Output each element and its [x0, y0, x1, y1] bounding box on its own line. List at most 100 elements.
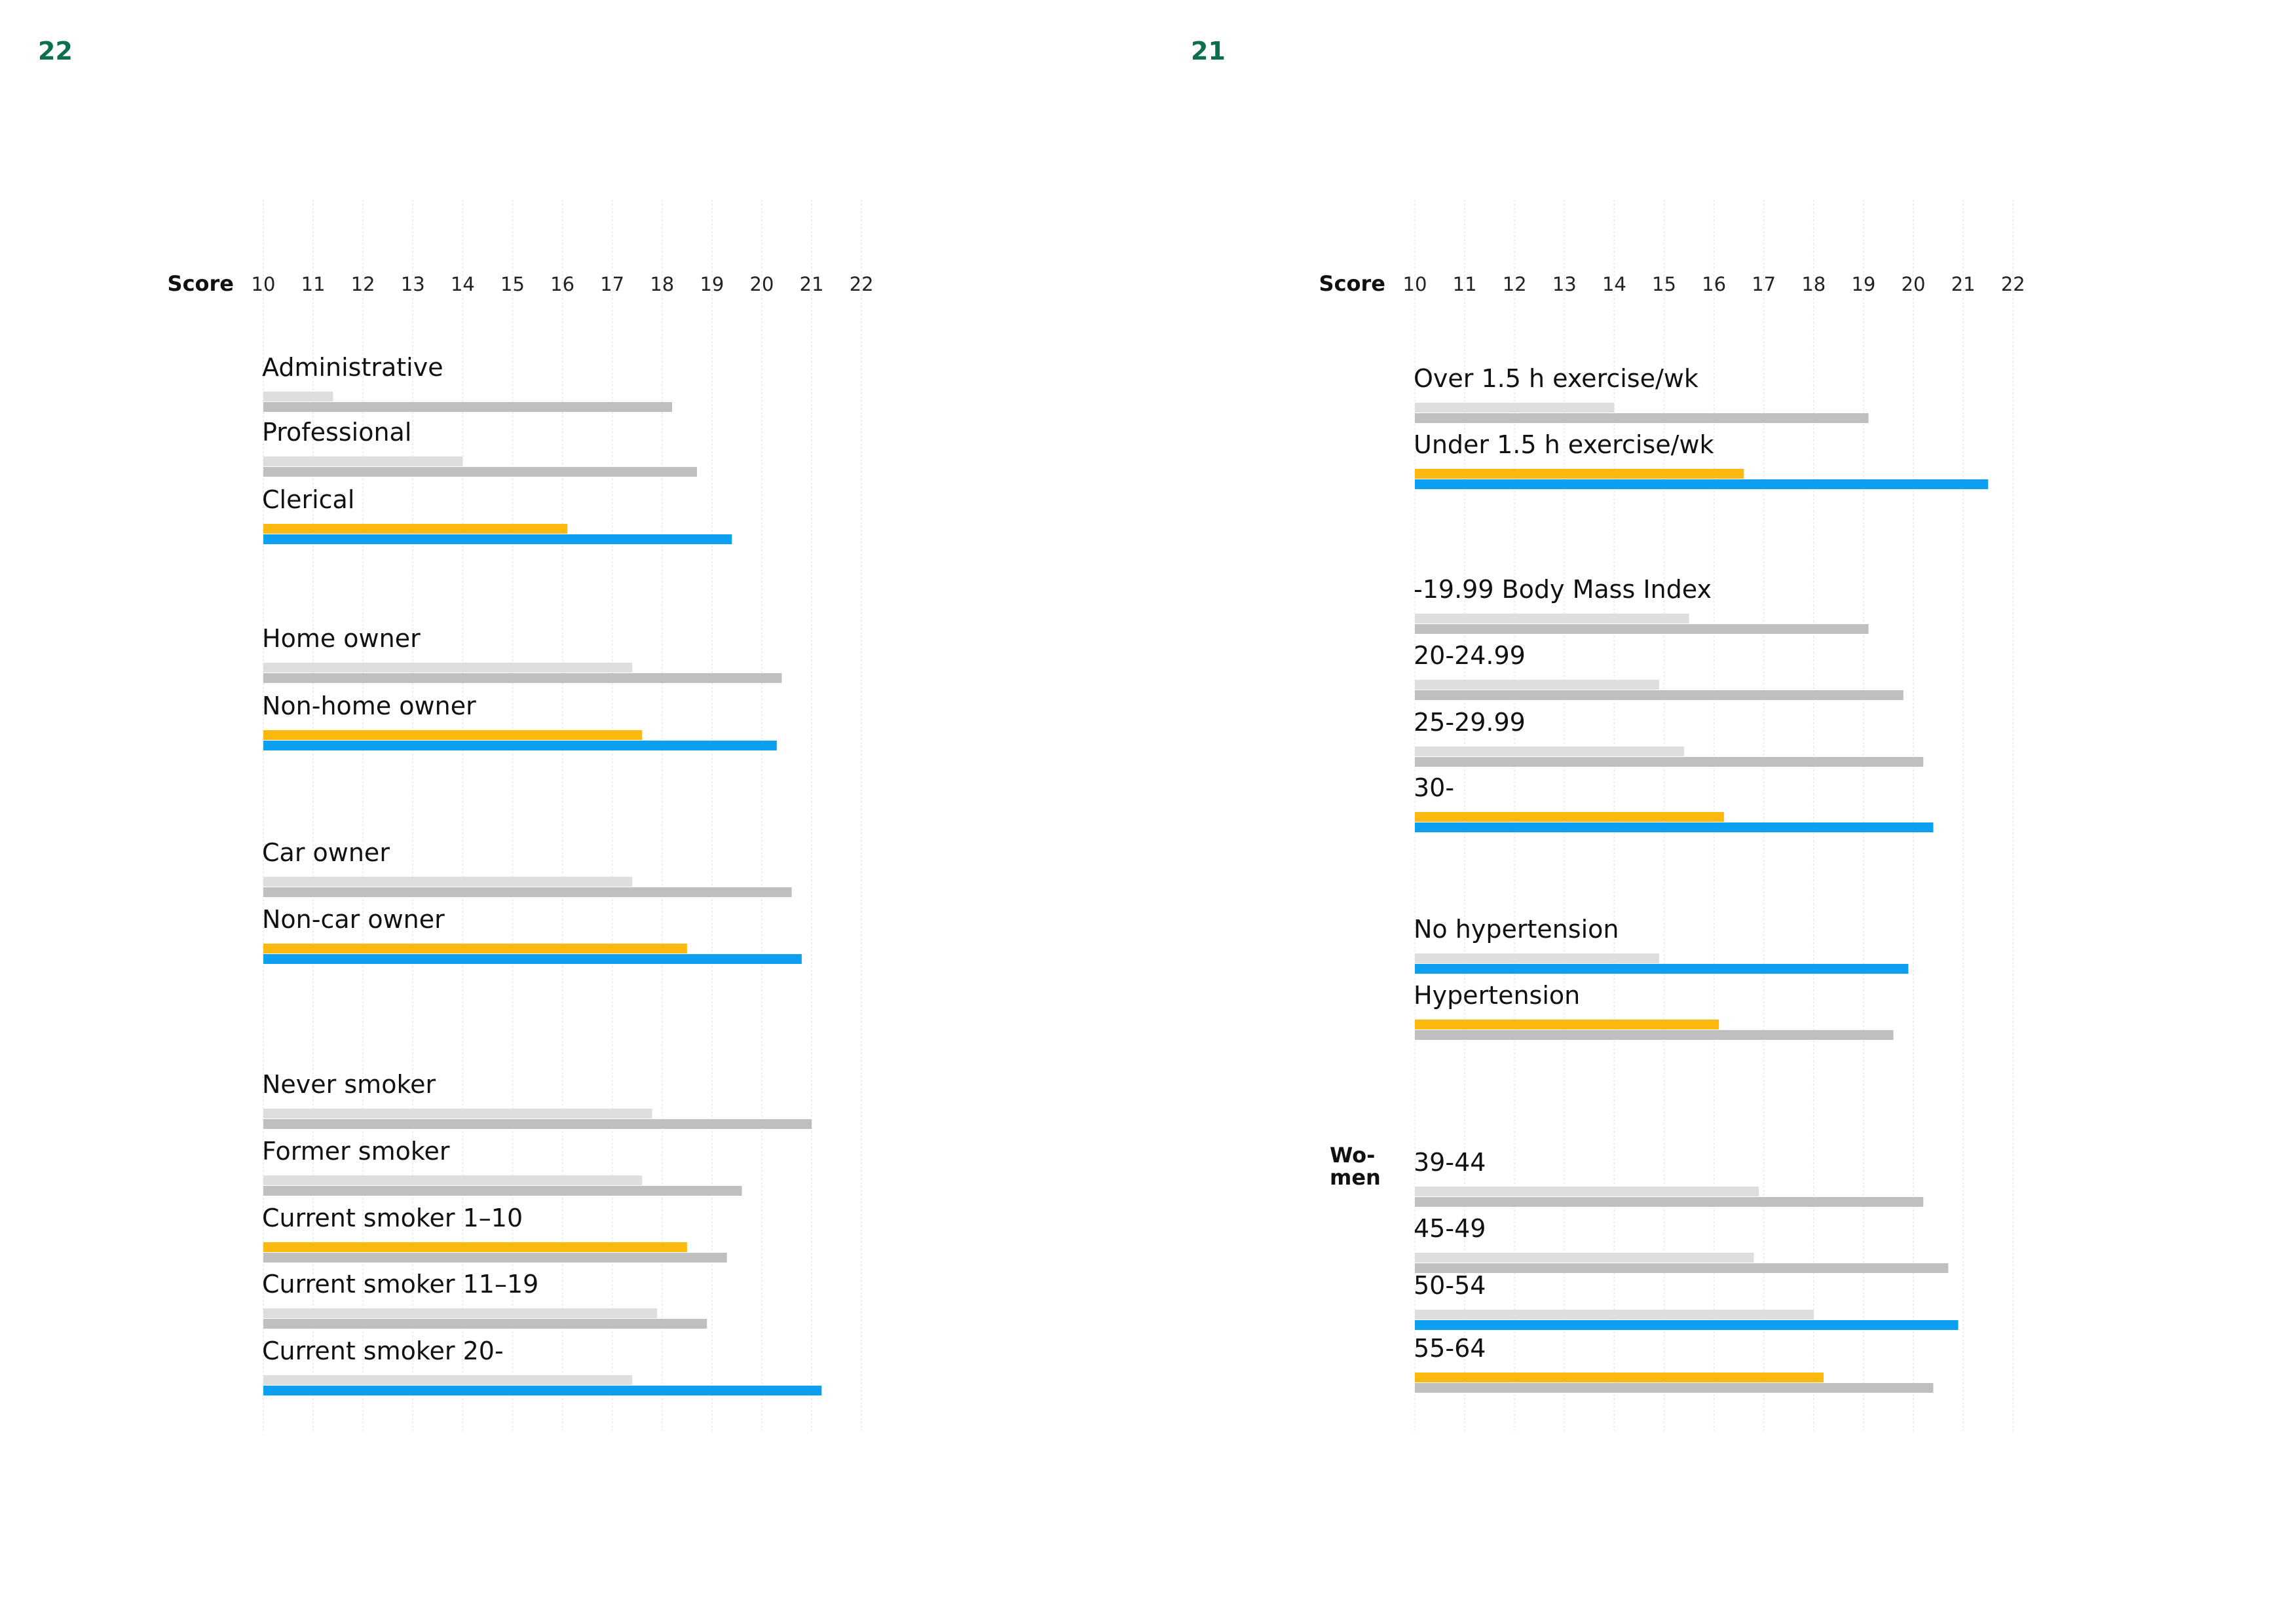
row-label: Current smoker 11–19	[262, 1270, 538, 1299]
bar	[263, 1375, 633, 1385]
bar	[1415, 964, 1909, 974]
bar	[263, 877, 633, 887]
bar	[1415, 1030, 1894, 1040]
tick-label: 16	[550, 273, 574, 295]
tick-label: 15	[500, 273, 525, 295]
row-label: Current smoker 1–10	[262, 1204, 523, 1232]
bar	[263, 1109, 652, 1118]
bar	[263, 954, 802, 964]
tick-label: 18	[650, 273, 674, 295]
bar	[263, 524, 568, 534]
bar	[1415, 680, 1659, 690]
bar	[263, 1319, 707, 1329]
row-label: Under 1.5 h exercise/wk	[1414, 430, 1714, 459]
tick-label: 19	[1851, 273, 1875, 295]
bar	[263, 1386, 822, 1395]
bar	[1415, 1310, 1814, 1320]
tick-label: 20	[750, 273, 774, 295]
tick-label: 10	[252, 273, 276, 295]
bar	[1415, 469, 1744, 479]
row-label: Never smoker	[262, 1070, 436, 1099]
row-label: 45-49	[1414, 1214, 1486, 1243]
row-label: No hypertension	[1414, 915, 1619, 944]
tick-label: 11	[301, 273, 326, 295]
row-label: Clerical	[262, 485, 354, 514]
bar	[1415, 1187, 1759, 1196]
page-number-left: 22	[38, 37, 73, 65]
row-label: 50-54	[1414, 1271, 1486, 1300]
group-label: Wo-men	[1330, 1143, 1381, 1190]
bar	[1415, 1020, 1719, 1029]
tick-label: 20	[1902, 273, 1926, 295]
bar	[1415, 1383, 1934, 1393]
tick-label: 13	[1552, 273, 1577, 295]
tick-label: 14	[1602, 273, 1626, 295]
bar	[263, 402, 673, 412]
tick-label: 16	[1702, 273, 1726, 295]
bar	[263, 467, 698, 477]
bar	[263, 1186, 742, 1196]
bar	[263, 663, 633, 673]
page-number-right: 21	[1191, 37, 1226, 65]
bar	[263, 1308, 658, 1318]
tick-label: 11	[1453, 273, 1477, 295]
chart-2: Score 10 11 12 13 14 15 16 17 18 19 20 21 22 Over 1.5 …	[1319, 200, 2025, 1431]
row-label: Home owner	[262, 624, 421, 653]
tick-label: 12	[1503, 273, 1527, 295]
bar	[263, 730, 643, 740]
bar	[263, 741, 777, 750]
bar	[263, 673, 782, 683]
bar	[1415, 624, 1869, 634]
tick-label: 19	[700, 273, 724, 295]
bar	[1415, 1373, 1824, 1382]
bar	[1415, 822, 1934, 832]
bar	[263, 944, 687, 953]
row-label: 20-24.99	[1414, 641, 1526, 670]
tick-label: 22	[850, 273, 874, 295]
row-label: Car owner	[262, 838, 390, 867]
row-label: Current smoker 20-	[262, 1337, 504, 1365]
row-label: Administrative	[262, 353, 443, 382]
row-label: 25-29.99	[1414, 708, 1526, 737]
bar	[1415, 757, 1924, 767]
tick-label: 17	[600, 273, 624, 295]
bar	[1415, 479, 1989, 489]
tick-label: 14	[451, 273, 475, 295]
row-label: -19.99 Body Mass Index	[1414, 575, 1712, 604]
row-label: Non-home owner	[262, 692, 476, 720]
bar	[1415, 747, 1684, 756]
row-label: 55-64	[1414, 1334, 1486, 1363]
tick-label: 22	[2001, 273, 2025, 295]
bar	[1415, 1253, 1754, 1263]
bar	[263, 456, 463, 466]
bar	[1415, 403, 1615, 413]
chart-1: Score 10 11 12 13 14 15 16 17 18 19 20 21 22 Administr…	[168, 200, 874, 1431]
tick-label: 21	[800, 273, 824, 295]
bar	[1415, 1263, 1949, 1273]
row-label: Former smoker	[262, 1137, 450, 1166]
bar	[263, 392, 333, 401]
tick-label: 21	[1951, 273, 1976, 295]
bar	[263, 534, 732, 544]
tick-label: 15	[1652, 273, 1676, 295]
bar	[263, 1175, 643, 1185]
row-label: Professional	[262, 418, 411, 447]
axis-title: Score	[168, 271, 234, 296]
row-label: Non-car owner	[262, 905, 445, 934]
row-label: Over 1.5 h exercise/wk	[1414, 364, 1699, 393]
row-label: Hypertension	[1414, 981, 1580, 1010]
bar	[1415, 690, 1904, 700]
bar	[1415, 812, 1724, 822]
bar	[1415, 413, 1869, 423]
bar	[263, 887, 792, 897]
bar	[1415, 953, 1659, 963]
tick-label: 18	[1801, 273, 1826, 295]
tick-label: 13	[401, 273, 425, 295]
bar	[1415, 1320, 1959, 1330]
bar	[1415, 614, 1689, 623]
row-label: 39-44	[1414, 1148, 1486, 1177]
bar	[263, 1242, 687, 1252]
axis-title: Score	[1319, 271, 1385, 296]
bar	[263, 1253, 727, 1263]
